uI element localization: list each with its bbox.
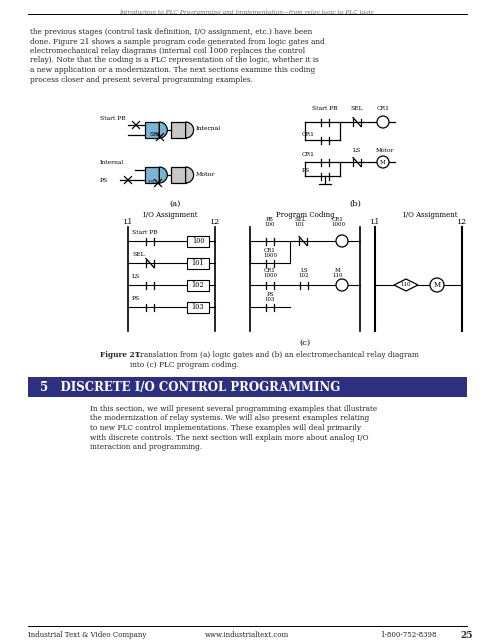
Text: Internal: Internal xyxy=(100,161,124,166)
Text: Translation from (a) logic gates and (b) an electromechanical relay diagram: Translation from (a) logic gates and (b)… xyxy=(133,351,419,359)
Text: Start PB: Start PB xyxy=(132,230,157,234)
Circle shape xyxy=(377,156,389,168)
Text: Motor: Motor xyxy=(196,172,215,177)
Text: 110: 110 xyxy=(401,282,411,287)
Text: In this section, we will present several programming examples that illustrate: In this section, we will present several… xyxy=(90,405,377,413)
Polygon shape xyxy=(171,122,186,138)
Text: the previous stages (control task definition, I/O assignment, etc.) have been: the previous stages (control task defini… xyxy=(30,28,312,36)
Circle shape xyxy=(336,235,348,247)
Text: the modernization of relay systems. We will also present examples relating: the modernization of relay systems. We w… xyxy=(90,415,369,422)
Text: M: M xyxy=(380,159,386,164)
Text: ROGRAMMING: ROGRAMMING xyxy=(203,383,293,392)
Text: a new application or a modernization. The next sections examine this coding: a new application or a modernization. Th… xyxy=(30,66,315,74)
Text: LS: LS xyxy=(132,273,140,278)
Text: (a): (a) xyxy=(169,200,181,208)
Polygon shape xyxy=(394,279,418,291)
Text: M: M xyxy=(434,281,441,289)
Text: SEL
101: SEL 101 xyxy=(294,217,306,227)
Polygon shape xyxy=(186,167,194,183)
Text: 100: 100 xyxy=(192,237,204,245)
Text: Introduction to PLC Programming and Implementation—from relay logic to PLC logic: Introduction to PLC Programming and Impl… xyxy=(120,10,374,15)
Text: (b): (b) xyxy=(349,200,361,208)
Text: PB
100: PB 100 xyxy=(265,217,275,227)
Polygon shape xyxy=(159,122,167,138)
Text: Internal: Internal xyxy=(196,127,221,131)
Text: 102: 102 xyxy=(192,281,204,289)
Text: 25: 25 xyxy=(460,631,473,640)
Text: 5: 5 xyxy=(38,381,47,394)
Text: relay). Note that the coding is a PLC representation of the logic, whether it is: relay). Note that the coding is a PLC re… xyxy=(30,56,319,65)
Text: into (c) PLC program coding.: into (c) PLC program coding. xyxy=(130,361,239,369)
Text: ONTROL P: ONTROL P xyxy=(151,383,214,392)
Text: PS: PS xyxy=(302,168,310,173)
Text: interaction and programming.: interaction and programming. xyxy=(90,443,202,451)
Text: CR1
1000: CR1 1000 xyxy=(263,248,277,258)
Text: to new PLC control implementations. These examples will deal primarily: to new PLC control implementations. Thes… xyxy=(90,424,361,432)
Polygon shape xyxy=(159,167,167,183)
FancyBboxPatch shape xyxy=(28,377,467,397)
Text: D: D xyxy=(52,381,63,394)
Text: I/O Assignment: I/O Assignment xyxy=(403,211,457,219)
Polygon shape xyxy=(186,122,194,138)
Text: with discrete controls. The next section will explain more about analog I/O: with discrete controls. The next section… xyxy=(90,433,368,442)
Text: done. Figure 21 shows a sample program code generated from logic gates and: done. Figure 21 shows a sample program c… xyxy=(30,38,325,45)
Text: CR1: CR1 xyxy=(377,106,390,111)
Text: L1: L1 xyxy=(370,218,380,226)
Text: 5   DISCRETE I/O CONTROL PROGRAMMING: 5 DISCRETE I/O CONTROL PROGRAMMING xyxy=(40,381,340,394)
Text: www.industrialtext.com: www.industrialtext.com xyxy=(205,631,289,639)
Text: ISCRETE I/O C: ISCRETE I/O C xyxy=(62,383,148,392)
FancyBboxPatch shape xyxy=(187,257,209,269)
Text: SEL: SEL xyxy=(132,252,145,257)
Text: PS: PS xyxy=(100,177,108,182)
Text: SEL: SEL xyxy=(150,132,162,138)
Circle shape xyxy=(430,278,444,292)
FancyBboxPatch shape xyxy=(187,301,209,312)
Text: Motor: Motor xyxy=(376,147,394,152)
Text: Program Coding: Program Coding xyxy=(276,211,334,219)
FancyBboxPatch shape xyxy=(187,236,209,246)
Text: LS
102: LS 102 xyxy=(299,268,309,278)
Text: L2: L2 xyxy=(457,218,467,226)
Text: LS: LS xyxy=(148,179,155,184)
Polygon shape xyxy=(145,122,159,138)
Text: L2: L2 xyxy=(210,218,220,226)
Text: Figure 21.: Figure 21. xyxy=(100,351,143,359)
Text: Industrial Text & Video Company: Industrial Text & Video Company xyxy=(28,631,147,639)
Text: CR1
1000: CR1 1000 xyxy=(263,268,277,278)
Text: CR1
1000: CR1 1000 xyxy=(331,217,345,227)
Polygon shape xyxy=(171,167,186,183)
Polygon shape xyxy=(145,167,159,183)
Text: CR1: CR1 xyxy=(302,152,315,157)
Text: PS
103: PS 103 xyxy=(265,292,275,302)
FancyBboxPatch shape xyxy=(187,280,209,291)
Text: Start PB: Start PB xyxy=(100,115,126,120)
Circle shape xyxy=(377,116,389,128)
Text: I/O Assignment: I/O Assignment xyxy=(143,211,197,219)
Text: (c): (c) xyxy=(299,339,310,347)
Text: L1: L1 xyxy=(123,218,133,226)
Text: LS: LS xyxy=(353,147,361,152)
Text: process closer and present several programming examples.: process closer and present several progr… xyxy=(30,76,253,83)
Text: Start PB: Start PB xyxy=(312,106,338,111)
Text: 101: 101 xyxy=(192,259,204,267)
Text: 1-800-752-8398: 1-800-752-8398 xyxy=(380,631,437,639)
Text: PS: PS xyxy=(132,296,140,301)
Text: electromechanical relay diagrams (internal coil 1000 replaces the control: electromechanical relay diagrams (intern… xyxy=(30,47,305,55)
Text: CR1: CR1 xyxy=(302,132,315,138)
Circle shape xyxy=(336,279,348,291)
Text: M
110: M 110 xyxy=(333,268,343,278)
FancyBboxPatch shape xyxy=(28,377,467,397)
Text: SEL: SEL xyxy=(350,106,363,111)
Text: 103: 103 xyxy=(192,303,204,311)
